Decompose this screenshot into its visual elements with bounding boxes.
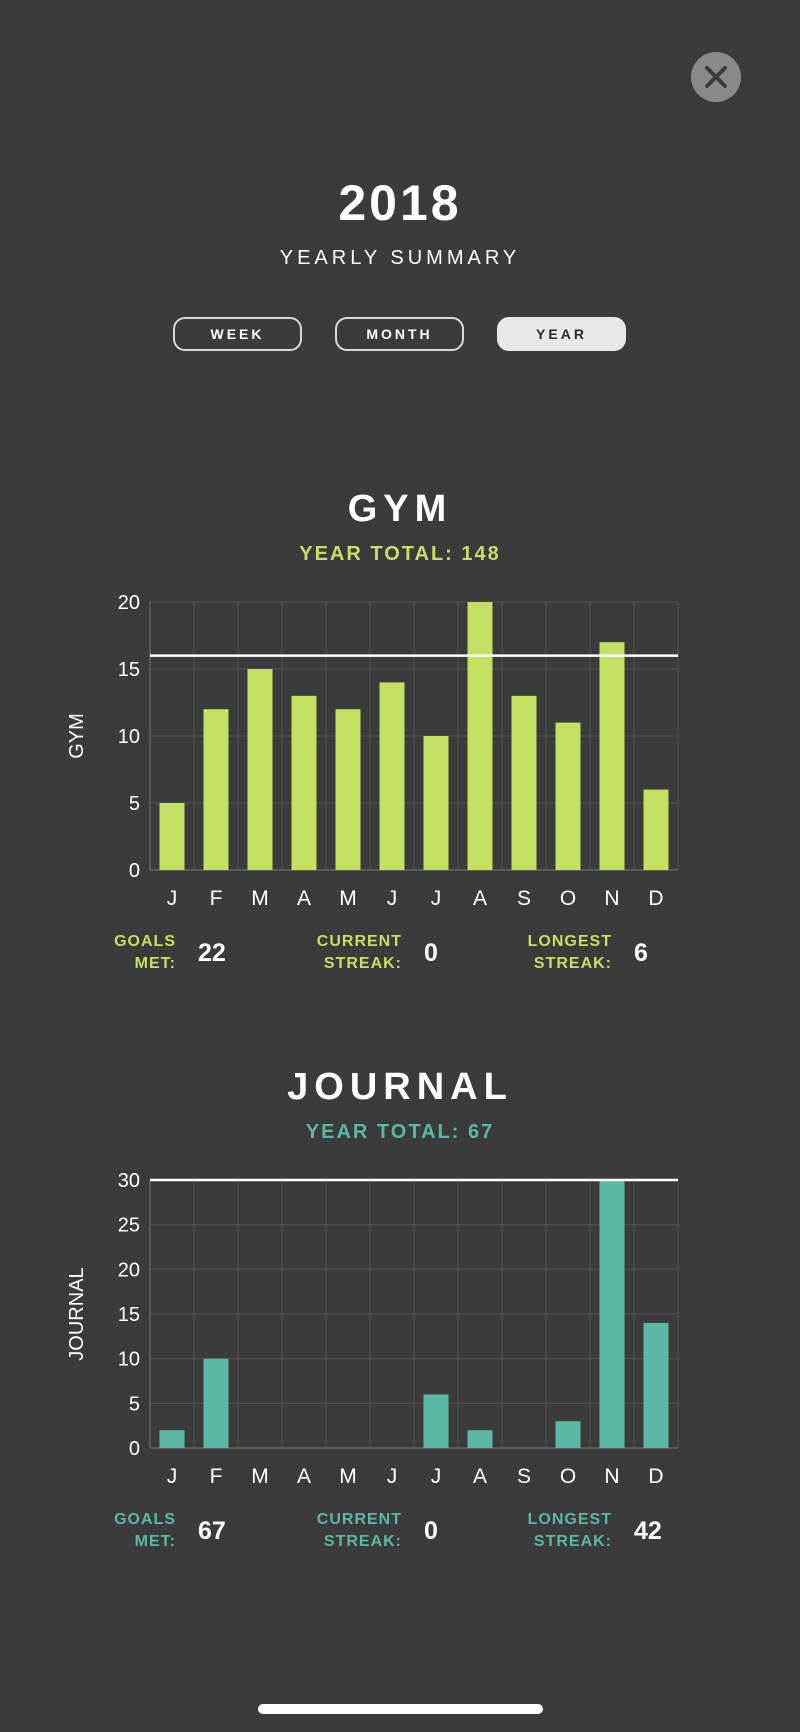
- bar-gym-6: [379, 682, 405, 870]
- x-tick-label: S: [517, 887, 531, 910]
- journal-bar-chart: 0 5 10 15 20 25 30 J F M A M J J A S O N D JOURNAL: [66, 1170, 679, 1488]
- x-tick-label: M: [339, 887, 357, 910]
- x-tick-label: N: [604, 887, 619, 910]
- y-tick-label: 30: [118, 1170, 140, 1192]
- y-tick-label: 5: [129, 793, 140, 815]
- x-tick-label: J: [167, 1465, 178, 1488]
- bar-journal-2: [203, 1358, 229, 1448]
- bar-journal-12: [643, 1322, 669, 1448]
- bar-gym-12: [643, 789, 669, 870]
- y-tick-label: 10: [118, 726, 140, 748]
- x-tick-label: J: [387, 1465, 398, 1488]
- bar-gym-8: [467, 602, 493, 870]
- bar-gym-5: [335, 709, 361, 870]
- gym-longest-streak-value: 6: [634, 939, 648, 967]
- bar-gym-9: [511, 695, 537, 870]
- bar-gym-11: [599, 642, 625, 870]
- journal-current-streak-label: CURRENT STREAK:: [316, 1511, 402, 1550]
- x-tick-label: M: [251, 887, 269, 910]
- bar-gym-2: [203, 709, 229, 870]
- bar-journal-10: [555, 1421, 581, 1448]
- home-indicator: [258, 1704, 543, 1714]
- page-subtitle: YEARLY SUMMARY: [279, 247, 521, 269]
- bar-gym-3: [247, 669, 273, 870]
- x-tick-label: J: [387, 887, 398, 910]
- close-icon: [705, 66, 727, 88]
- y-axis-label: GYM: [66, 713, 88, 759]
- y-axis-label: JOURNAL: [66, 1267, 88, 1360]
- bar-gym-10: [555, 722, 581, 870]
- journal-longest-streak-label: LONGEST STREAK:: [527, 1511, 612, 1550]
- tab-month[interactable]: MONTH: [335, 317, 464, 351]
- bar-journal-8: [467, 1430, 493, 1448]
- y-tick-label: 15: [118, 1304, 140, 1326]
- gym-section-title: GYM: [347, 488, 453, 530]
- tab-year[interactable]: YEAR: [497, 317, 626, 351]
- y-tick-label: 5: [129, 1393, 140, 1415]
- x-tick-label: D: [648, 887, 663, 910]
- tab-week[interactable]: WEEK: [173, 317, 302, 351]
- gym-current-streak-label: CURRENT STREAK:: [316, 933, 402, 972]
- bar-gym-4: [291, 695, 317, 870]
- journal-goals-met-label: GOALS MET:: [114, 1511, 176, 1550]
- journal-year-total: YEAR TOTAL: 67: [305, 1121, 495, 1143]
- x-tick-label: M: [251, 1465, 269, 1488]
- journal-current-streak-value: 0: [424, 1517, 438, 1545]
- bar-gym-7: [423, 736, 449, 870]
- x-tick-label: A: [297, 1465, 311, 1488]
- x-tick-label: A: [297, 887, 311, 910]
- y-tick-label: 25: [118, 1215, 140, 1237]
- gym-longest-streak-label: LONGEST STREAK:: [527, 933, 612, 972]
- x-tick-label: O: [560, 1465, 576, 1488]
- journal-section-title: JOURNAL: [287, 1066, 513, 1108]
- x-tick-label: J: [167, 887, 178, 910]
- x-tick-label: D: [648, 1465, 663, 1488]
- bar-gym-1: [159, 803, 185, 870]
- x-tick-label: M: [339, 1465, 357, 1488]
- gym-goals-met-value: 22: [198, 939, 226, 967]
- x-tick-label: J: [431, 887, 442, 910]
- x-tick-label: N: [604, 1465, 619, 1488]
- close-button[interactable]: [691, 52, 741, 102]
- x-tick-label: A: [473, 887, 487, 910]
- y-tick-label: 10: [118, 1349, 140, 1371]
- x-tick-label: F: [210, 887, 223, 910]
- gym-current-streak-value: 0: [424, 939, 438, 967]
- x-tick-label: F: [210, 1465, 223, 1488]
- page-title: 2018: [338, 175, 462, 231]
- y-tick-label: 15: [118, 659, 140, 681]
- x-tick-label: O: [560, 887, 576, 910]
- x-tick-label: J: [431, 1465, 442, 1488]
- gym-goals-met-label: GOALS MET:: [114, 933, 176, 972]
- gym-year-total: YEAR TOTAL: 148: [299, 543, 501, 565]
- gym-bar-chart: 0 5 10 15 20 J F M A M J J A S O N D GYM: [66, 592, 679, 910]
- journal-goals-met-value: 67: [198, 1517, 226, 1545]
- y-tick-label: 20: [118, 1259, 140, 1281]
- y-tick-label: 20: [118, 592, 140, 614]
- y-tick-label: 0: [129, 860, 140, 882]
- bar-journal-7: [423, 1394, 449, 1448]
- x-tick-label: S: [517, 1465, 531, 1488]
- bar-journal-11: [599, 1180, 625, 1448]
- x-tick-label: A: [473, 1465, 487, 1488]
- bar-journal-1: [159, 1430, 185, 1448]
- journal-longest-streak-value: 42: [634, 1517, 662, 1545]
- y-tick-label: 0: [129, 1438, 140, 1460]
